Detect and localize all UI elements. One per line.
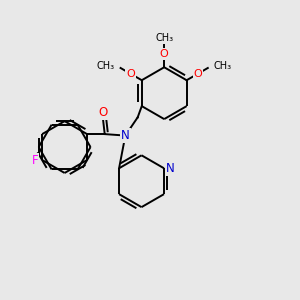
Text: CH₃: CH₃ bbox=[213, 61, 232, 71]
Text: O: O bbox=[160, 49, 169, 59]
Text: CH₃: CH₃ bbox=[97, 61, 115, 71]
Text: CH₃: CH₃ bbox=[155, 33, 173, 43]
Text: N: N bbox=[166, 162, 174, 175]
Text: O: O bbox=[194, 69, 203, 79]
Text: O: O bbox=[98, 106, 108, 119]
Text: N: N bbox=[121, 129, 130, 142]
Text: F: F bbox=[32, 154, 38, 166]
Text: O: O bbox=[126, 69, 135, 79]
